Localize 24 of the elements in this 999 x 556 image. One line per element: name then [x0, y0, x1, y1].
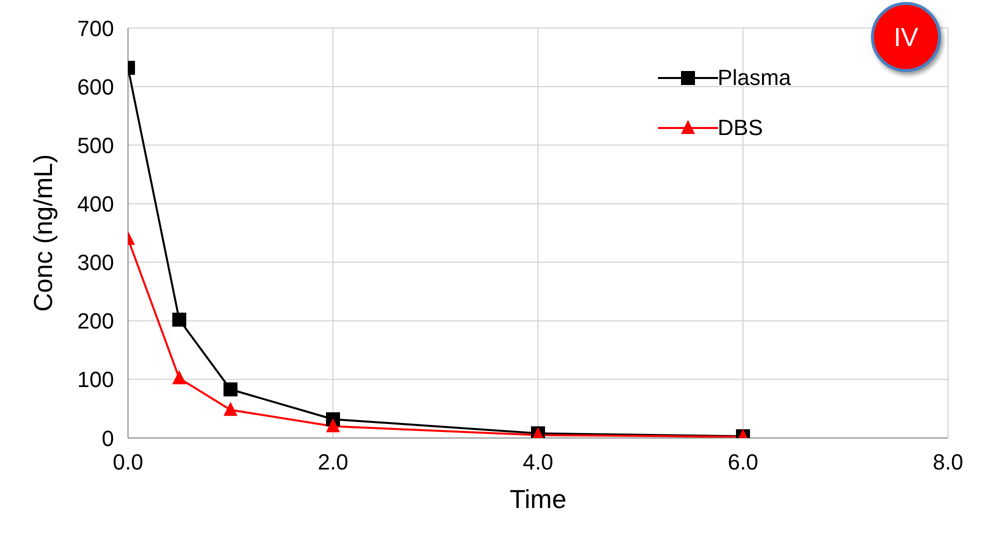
annotation: IV: [894, 22, 918, 52]
legend-label: Plasma: [718, 65, 791, 91]
y-axis-title: Conc (ng/mL): [28, 154, 58, 312]
y-tick-label: 600: [77, 74, 114, 100]
y-tick-label: 300: [77, 250, 114, 276]
y-tick-label: 400: [77, 192, 114, 217]
x-tick-label: 4.0: [522, 450, 554, 475]
y-tick-label: 700: [77, 16, 114, 41]
x-tick-label: 8.0: [932, 450, 964, 475]
x-tick-label: 0.0: [112, 450, 144, 475]
badge-icon: IV: [871, 2, 941, 72]
y-tick-label: 100: [77, 367, 114, 392]
point: [172, 370, 186, 384]
y-tick-label: 0: [102, 426, 114, 451]
x-axis-title: Time: [510, 484, 566, 514]
x-tick-label: 6.0: [728, 450, 758, 475]
point: [172, 312, 186, 327]
point: [224, 402, 238, 416]
y-tick-label: 200: [77, 308, 114, 334]
y-tick-label: 500: [77, 132, 114, 158]
x-tick-label: 2.0: [318, 450, 348, 475]
point: [224, 382, 238, 396]
point: [326, 418, 340, 432]
legend-label: DBS: [718, 115, 763, 141]
